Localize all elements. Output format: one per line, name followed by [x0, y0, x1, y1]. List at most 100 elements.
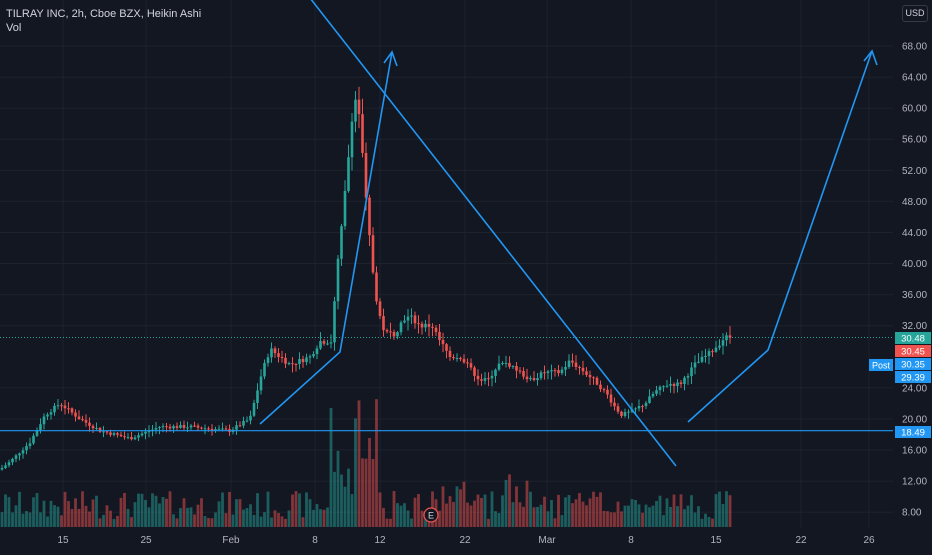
candle-body[interactable]: [462, 359, 466, 363]
candle-body[interactable]: [438, 331, 441, 340]
candle-body[interactable]: [161, 426, 165, 428]
candle-body[interactable]: [585, 371, 588, 375]
candle-body[interactable]: [67, 408, 70, 410]
candle-body[interactable]: [238, 425, 242, 427]
candle-body[interactable]: [70, 408, 74, 413]
candle-body[interactable]: [235, 425, 238, 430]
candle-body[interactable]: [14, 455, 18, 459]
candle-body[interactable]: [466, 362, 469, 364]
candle-body[interactable]: [301, 359, 305, 363]
candle-body[interactable]: [11, 458, 14, 463]
candle-body[interactable]: [515, 366, 518, 371]
candle-body[interactable]: [480, 379, 483, 381]
candle-body[interactable]: [172, 426, 175, 429]
candle-body[interactable]: [182, 425, 186, 428]
candle-body[interactable]: [718, 345, 721, 348]
candle-body[interactable]: [620, 411, 623, 416]
candle-body[interactable]: [259, 376, 263, 391]
projection-arrow-2[interactable]: [687, 50, 873, 423]
candle-body[interactable]: [613, 402, 616, 407]
candle-body[interactable]: [319, 341, 322, 349]
candle-body[interactable]: [581, 367, 585, 372]
candle-body[interactable]: [637, 406, 641, 409]
currency-button[interactable]: USD: [902, 5, 928, 22]
candle-body[interactable]: [294, 363, 298, 365]
candle-body[interactable]: [508, 362, 511, 367]
candle-body[interactable]: [697, 361, 700, 363]
candle-body[interactable]: [588, 374, 592, 378]
candle-body[interactable]: [354, 99, 357, 122]
candle-body[interactable]: [375, 272, 378, 302]
candle-body[interactable]: [571, 360, 574, 363]
candle-body[interactable]: [189, 425, 193, 428]
candle-body[interactable]: [532, 378, 536, 381]
candle-body[interactable]: [291, 363, 294, 365]
candle-body[interactable]: [144, 431, 147, 434]
candle-body[interactable]: [501, 362, 504, 364]
candle-body[interactable]: [578, 367, 581, 369]
candle-body[interactable]: [364, 152, 368, 198]
candle-body[interactable]: [98, 427, 102, 432]
candle-body[interactable]: [711, 351, 714, 353]
candle-body[interactable]: [392, 332, 396, 337]
candle-body[interactable]: [483, 378, 487, 381]
candle-body[interactable]: [343, 190, 347, 227]
candle-body[interactable]: [298, 359, 301, 365]
candle-body[interactable]: [18, 453, 21, 456]
candle-body[interactable]: [4, 465, 7, 468]
candle-body[interactable]: [700, 356, 704, 362]
candle-body[interactable]: [74, 412, 77, 417]
candle-body[interactable]: [0, 467, 4, 470]
candle-body[interactable]: [263, 363, 266, 377]
candle-body[interactable]: [473, 367, 476, 376]
candle-body[interactable]: [662, 386, 665, 388]
candle-body[interactable]: [322, 341, 326, 344]
candle-body[interactable]: [109, 432, 112, 435]
candle-body[interactable]: [368, 197, 371, 236]
candle-body[interactable]: [707, 351, 711, 356]
candle-body[interactable]: [396, 332, 399, 337]
candle-body[interactable]: [88, 422, 91, 426]
candle-body[interactable]: [413, 315, 417, 324]
candle-body[interactable]: [382, 316, 385, 331]
candle-body[interactable]: [77, 416, 81, 420]
candle-body[interactable]: [714, 347, 718, 352]
candle-body[interactable]: [21, 450, 25, 454]
candle-body[interactable]: [448, 350, 452, 357]
candle-body[interactable]: [287, 363, 291, 365]
candle-body[interactable]: [221, 428, 224, 430]
candle-body[interactable]: [518, 370, 522, 372]
candle-body[interactable]: [641, 406, 644, 408]
candle-body[interactable]: [133, 437, 137, 440]
candle-body[interactable]: [179, 425, 182, 428]
candle-body[interactable]: [522, 371, 525, 377]
candle-body[interactable]: [529, 378, 532, 380]
candle-body[interactable]: [487, 378, 490, 380]
candle-body[interactable]: [39, 424, 42, 431]
candle-body[interactable]: [399, 322, 403, 333]
candle-body[interactable]: [340, 226, 343, 259]
candle-body[interactable]: [557, 370, 560, 374]
candle-body[interactable]: [60, 405, 63, 407]
candle-body[interactable]: [403, 320, 406, 323]
candle-body[interactable]: [123, 436, 126, 438]
candle-body[interactable]: [574, 362, 578, 368]
candle-body[interactable]: [252, 402, 256, 416]
candle-body[interactable]: [441, 339, 445, 345]
candle-body[interactable]: [158, 427, 161, 429]
candle-body[interactable]: [424, 323, 427, 328]
candle-body[interactable]: [84, 420, 88, 423]
candle-body[interactable]: [112, 433, 116, 435]
candle-body[interactable]: [168, 426, 172, 429]
candle-body[interactable]: [336, 258, 340, 302]
candle-body[interactable]: [147, 431, 151, 433]
candle-body[interactable]: [193, 425, 196, 427]
candle-body[interactable]: [410, 315, 413, 317]
candle-body[interactable]: [728, 335, 732, 338]
candle-body[interactable]: [553, 370, 557, 372]
candle-body[interactable]: [95, 427, 98, 429]
candle-body[interactable]: [217, 428, 221, 430]
candle-body[interactable]: [669, 384, 672, 386]
candle-body[interactable]: [214, 429, 217, 431]
candle-body[interactable]: [543, 372, 546, 374]
